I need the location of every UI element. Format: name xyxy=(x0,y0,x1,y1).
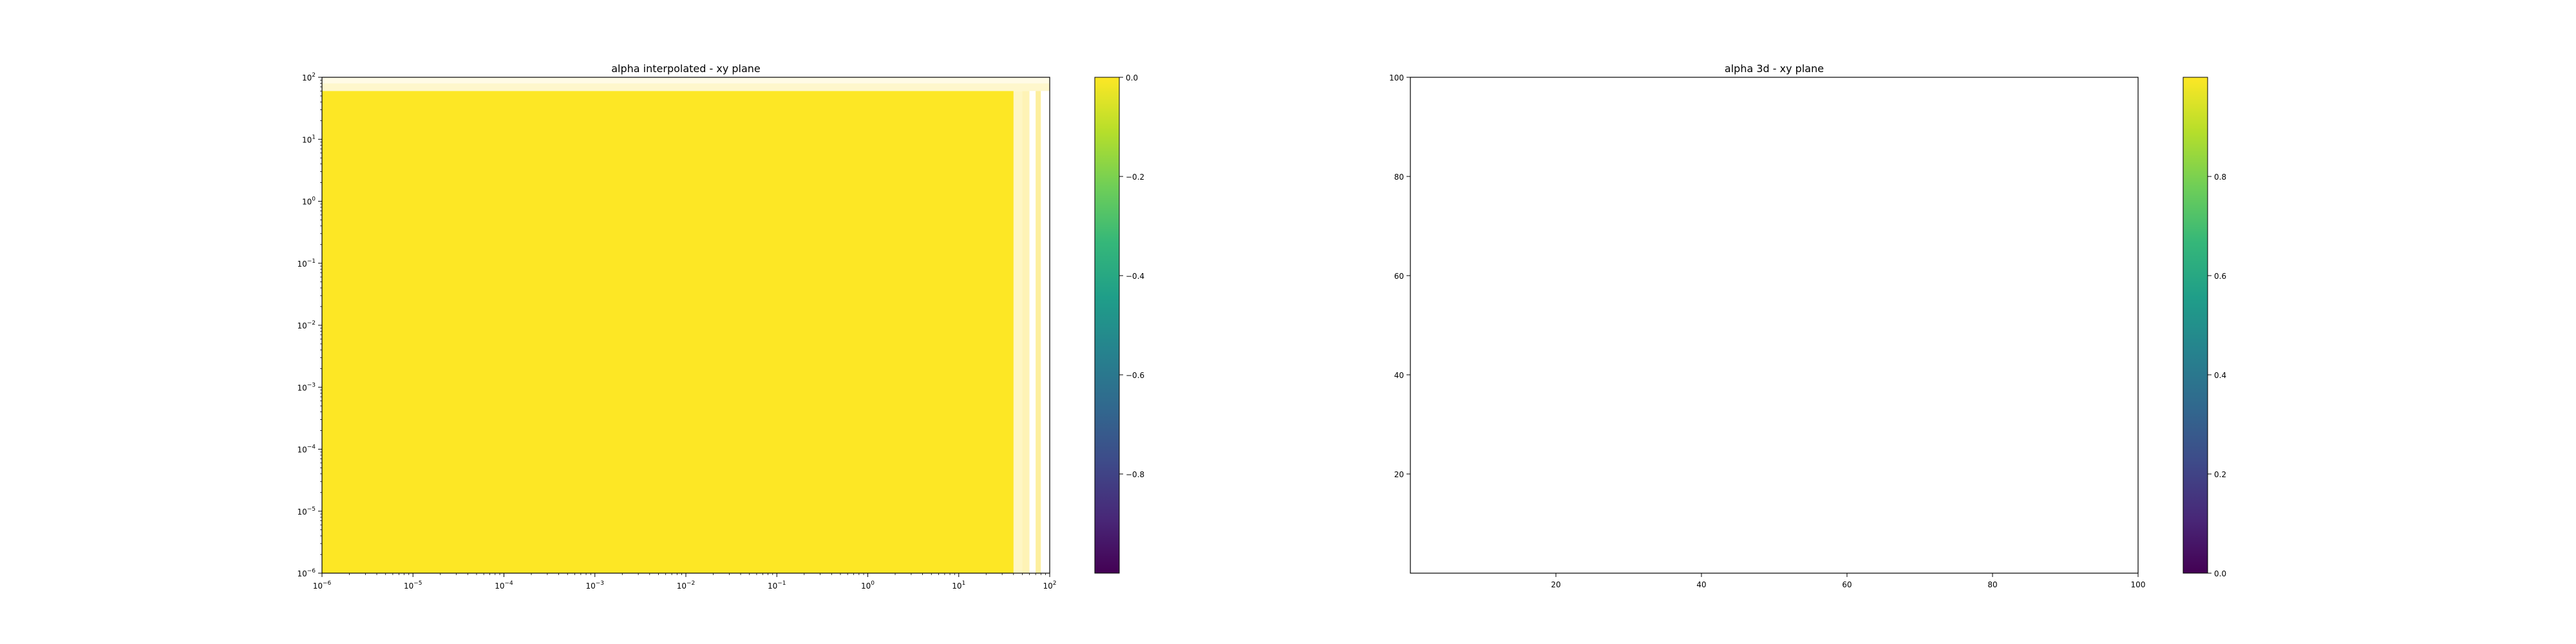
y-tick-label: 10−6 xyxy=(297,568,316,578)
tick-base: 10 xyxy=(297,383,307,392)
x-tick-label: 10−5 xyxy=(404,580,422,591)
tick-exponent: 0 xyxy=(871,580,875,587)
plot-frame xyxy=(1410,77,2139,574)
tick-exponent: −4 xyxy=(505,580,514,587)
tick-base: 10 xyxy=(404,582,413,591)
y-tick-label: 101 xyxy=(302,134,316,144)
tick-exponent: −4 xyxy=(307,444,316,451)
tick-exponent: −5 xyxy=(413,580,422,587)
tick-exponent: 0 xyxy=(312,196,316,203)
y-tick-label: 100 xyxy=(1389,73,1404,82)
x-tick-label: 10−2 xyxy=(677,580,696,591)
colorbar-tick-label: −0.2 xyxy=(1126,173,1144,182)
tick-exponent: −6 xyxy=(307,568,316,574)
y-tick-label: 60 xyxy=(1394,272,1404,281)
tick-base: 10 xyxy=(768,582,777,591)
tick-base: 10 xyxy=(297,507,307,516)
colorbar-tick-label: −0.8 xyxy=(1126,470,1144,479)
x-tick-label: 10−4 xyxy=(495,580,513,591)
heatmap-band xyxy=(322,77,1050,84)
x-axis-ticks: 20 40 60 80 100 xyxy=(1551,573,2145,589)
colorbar-tick-label: 0.8 xyxy=(2214,173,2226,182)
x-tick-label: 10−1 xyxy=(768,580,786,591)
tick-exponent: −2 xyxy=(307,320,316,327)
tick-base: 10 xyxy=(585,582,595,591)
tick-base: 10 xyxy=(302,135,312,144)
y-tick-label: 10−1 xyxy=(297,258,316,269)
tick-base: 10 xyxy=(952,582,961,591)
colorbar-tick-label: 0.0 xyxy=(2214,569,2226,578)
x-axis-ticks: 10−6 10−5 10−4 10−3 10−2 10−1 100 101 102 xyxy=(313,573,1057,591)
x-tick-label: 20 xyxy=(1551,580,1560,589)
tick-exponent: −5 xyxy=(307,506,316,513)
tick-base: 10 xyxy=(297,260,307,269)
tick-exponent: −3 xyxy=(596,580,604,587)
y-tick-label: 80 xyxy=(1394,173,1404,182)
colorbar xyxy=(2183,77,2208,574)
heatmap-band xyxy=(1029,91,1036,574)
tick-exponent: 2 xyxy=(1053,580,1057,587)
colorbar-tick-label: 0.4 xyxy=(2214,371,2226,380)
x-tick-label: 80 xyxy=(1987,580,1997,589)
colorbar-tick-label: −0.4 xyxy=(1126,272,1144,281)
y-tick-label: 20 xyxy=(1394,470,1404,479)
plot-area xyxy=(322,77,1050,574)
y-tick-label: 10−5 xyxy=(297,506,316,516)
colorbar-ticks: 0.0 0.2 0.4 0.6 0.8 xyxy=(2208,173,2226,578)
x-tick-label: 60 xyxy=(1842,580,1852,589)
tick-exponent: −6 xyxy=(323,580,332,587)
tick-exponent: −1 xyxy=(307,258,316,265)
colorbar-tick-label: 0.0 xyxy=(1126,73,1138,82)
heatmap-band xyxy=(1013,91,1023,574)
tick-exponent: −1 xyxy=(777,580,786,587)
x-tick-label: 100 xyxy=(2131,580,2146,589)
chart-title: alpha 3d - xy plane xyxy=(1725,62,1824,75)
y-tick-label: 10−4 xyxy=(297,444,316,455)
y-tick-label: 10−2 xyxy=(297,320,316,330)
tick-base: 10 xyxy=(297,569,307,578)
x-tick-label: 102 xyxy=(1043,580,1056,591)
y-tick-label: 102 xyxy=(302,72,316,82)
colorbar xyxy=(1094,77,1120,574)
heatmap-band xyxy=(1041,91,1050,574)
heatmap-band xyxy=(1036,91,1041,574)
tick-base: 10 xyxy=(302,73,312,82)
y-tick-label: 40 xyxy=(1394,371,1404,380)
x-tick-label: 40 xyxy=(1696,580,1706,589)
y-axis-ticks: 20 40 60 80 100 xyxy=(1389,73,1410,479)
x-tick-label: 100 xyxy=(861,580,875,591)
y-tick-label: 10−3 xyxy=(297,382,316,392)
tick-base: 10 xyxy=(297,321,307,330)
tick-base: 10 xyxy=(677,582,687,591)
tick-exponent: −2 xyxy=(687,580,695,587)
colorbar-tick-label: 0.2 xyxy=(2214,470,2226,479)
x-tick-label: 10−3 xyxy=(585,580,604,591)
chart-alpha-interpolated: alpha interpolated - xy plane 10−6 10−5 10… xyxy=(297,62,1144,591)
tick-exponent: −3 xyxy=(307,382,316,388)
tick-base: 10 xyxy=(302,198,312,207)
tick-exponent: 1 xyxy=(962,580,966,587)
heatmap-cell xyxy=(322,91,1014,574)
x-tick-label: 10−6 xyxy=(313,580,332,591)
tick-exponent: 2 xyxy=(312,72,316,79)
heatmap-band xyxy=(322,83,1050,91)
tick-base: 10 xyxy=(297,446,307,455)
x-tick-label: 101 xyxy=(952,580,965,591)
colorbar-tick-label: −0.6 xyxy=(1126,371,1144,380)
tick-base: 10 xyxy=(313,582,323,591)
tick-base: 10 xyxy=(861,582,871,591)
tick-base: 10 xyxy=(495,582,504,591)
chart-title: alpha interpolated - xy plane xyxy=(611,62,761,75)
colorbar-tick-label: 0.6 xyxy=(2214,272,2226,281)
tick-exponent: 1 xyxy=(312,134,316,140)
heatmap-band xyxy=(1022,91,1030,574)
colorbar-ticks: 0.0 −0.2 −0.4 −0.6 −0.8 xyxy=(1119,73,1144,479)
chart-alpha-3d: alpha 3d - xy plane 20 40 60 80 100 20 40 60 80… xyxy=(1389,62,2226,589)
y-tick-label: 100 xyxy=(302,196,316,207)
tick-base: 10 xyxy=(1043,582,1052,591)
